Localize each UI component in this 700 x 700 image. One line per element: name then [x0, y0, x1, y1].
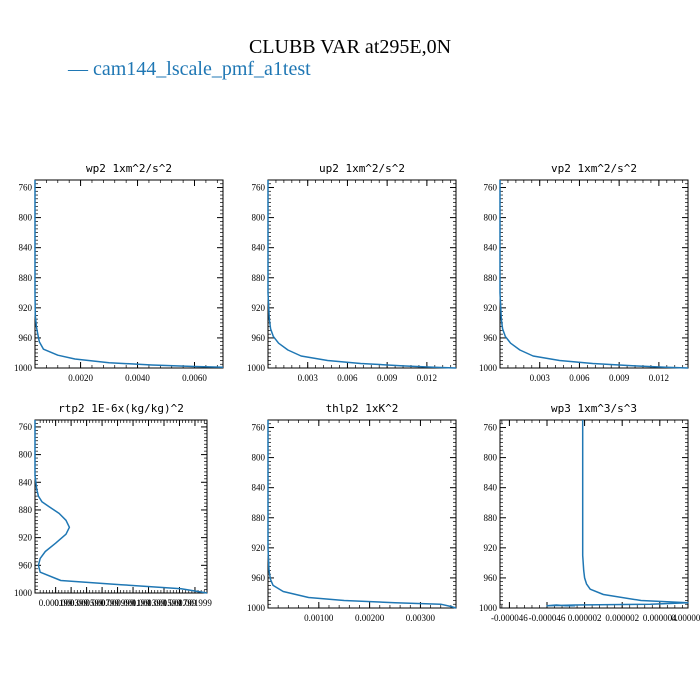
x-tick-label: 0.00200 [355, 613, 385, 623]
figure-title: CLUBB VAR at295E,0N [248, 36, 452, 58]
x-tick-label: 0.009 [377, 373, 398, 383]
y-tick-label: 920 [19, 533, 33, 543]
y-tick-label: 920 [252, 543, 266, 553]
y-tick-label: 800 [252, 453, 266, 463]
y-tick-label: 920 [484, 303, 498, 313]
y-tick-label: 960 [19, 560, 33, 570]
x-tick-label: 0.001999 [178, 598, 212, 608]
x-tick-label: 0.000599 [70, 598, 104, 608]
x-tick-label: 0.009 [609, 373, 630, 383]
series-line-1 [499, 180, 689, 369]
x-tick-label: 0.0040 [125, 373, 150, 383]
x-tick-label: 0.000004 [643, 613, 677, 623]
y-tick-label: 760 [19, 183, 33, 193]
panel-title: wp3 1xm^3/s^3 [551, 402, 637, 415]
x-tick-label: -0.000046 [491, 613, 528, 623]
x-tick-label: 0.000399 [54, 598, 88, 608]
x-tick-label: 0.0060 [182, 373, 207, 383]
y-tick-label: 960 [19, 333, 33, 343]
y-tick-label: 1000 [14, 588, 33, 598]
y-tick-label: 960 [252, 333, 266, 343]
y-tick-label: 760 [252, 423, 266, 433]
x-tick-label: 0.003 [530, 373, 551, 383]
series-line-1 [267, 180, 457, 369]
series-line-1 [34, 420, 208, 594]
y-tick-label: 840 [19, 477, 33, 487]
x-tick-label: 0.001199 [116, 598, 150, 608]
panel-2: up2 1xm^2/s^2 760 800 840 880 920 960 1000 0.003… [247, 162, 457, 383]
y-tick-label: 920 [19, 303, 33, 313]
y-tick-label: 960 [484, 333, 498, 343]
x-tick-label: 0.003 [298, 373, 319, 383]
x-tick-label: 0.000002 [568, 613, 602, 623]
y-tick-label: 1000 [479, 603, 498, 613]
y-tick-label: 880 [252, 273, 266, 283]
y-tick-label: 800 [252, 213, 266, 223]
x-tick-label: 0.001399 [132, 598, 166, 608]
series-line-1 [267, 420, 457, 609]
panel-1: wp2 1xm^2/s^2 760 800 840 880 920 960 1000 0.002… [14, 162, 224, 383]
x-tick-label: -0.000046 [529, 613, 566, 623]
y-tick-label: 840 [484, 243, 498, 253]
plot-frame [499, 179, 689, 369]
y-tick-label: 840 [484, 483, 498, 493]
x-tick-label: 0.0020 [68, 373, 93, 383]
y-tick-label: 800 [484, 453, 498, 463]
y-tick-label: 880 [19, 273, 33, 283]
y-tick-label: 760 [484, 183, 498, 193]
x-tick-label: 0.012 [417, 373, 437, 383]
y-tick-label: 960 [484, 573, 498, 583]
y-tick-label: 960 [252, 573, 266, 583]
x-tick-label: 0.00100 [304, 613, 334, 623]
plot-frame [34, 179, 224, 369]
y-tick-label: 880 [19, 505, 33, 515]
x-tick-label: 0.000799 [85, 598, 119, 608]
y-tick-label: 880 [484, 513, 498, 523]
x-tick-label: 0.001799 [163, 598, 197, 608]
panel-title: vp2 1xm^2/s^2 [551, 162, 637, 175]
y-tick-label: 760 [19, 422, 33, 432]
y-tick-label: 840 [252, 243, 266, 253]
x-tick-label: 0.000002 [605, 613, 639, 623]
x-tick-label: 0.012 [649, 373, 669, 383]
y-tick-label: 920 [484, 543, 498, 553]
plot-frame [267, 179, 457, 369]
panel-6: wp3 1xm^3/s^37608008408809209601000-0.00… [479, 402, 700, 623]
series-line-1 [546, 420, 689, 607]
y-tick-label: 920 [252, 303, 266, 313]
y-tick-label: 800 [19, 450, 33, 460]
y-tick-label: 1000 [247, 603, 266, 613]
plot-frame [499, 419, 689, 609]
y-tick-label: 800 [484, 213, 498, 223]
panel-title: rtp2 1E-6x(kg/kg)^2 [58, 402, 184, 415]
panel-title: thlp2 1xK^2 [326, 402, 399, 415]
x-tick-label: 0.006 [337, 373, 358, 383]
y-tick-label: 760 [484, 423, 498, 433]
x-tick-label: 0.006 [569, 373, 590, 383]
y-tick-label: 1000 [14, 363, 33, 373]
series-line-1 [34, 180, 224, 368]
x-tick-label: 0.000999 [101, 598, 135, 608]
panel-4: rtp2 1E-6x(kg/kg)^2 760 800 840 880 920 960 100… [14, 402, 212, 608]
legend-entry: — cam144_lscale_pmf_a1test [68, 58, 311, 80]
y-tick-label: 1000 [479, 363, 498, 373]
x-tick-label: 0.000004 [671, 613, 700, 623]
x-tick-label: 0.001599 [147, 598, 181, 608]
y-tick-label: 880 [484, 273, 498, 283]
y-tick-label: 840 [19, 243, 33, 253]
x-tick-label: 0.00300 [406, 613, 436, 623]
plot-frame [34, 419, 208, 594]
plot-frame [267, 419, 457, 609]
panel-5: thlp2 1xK^2 760 800 840 880 920 960 1000 0.00100… [247, 402, 457, 623]
x-tick-label: 0.000199 [39, 598, 73, 608]
y-tick-label: 840 [252, 483, 266, 493]
panel-3: vp2 1xm^2/s^2 760 800 840 880 920 960 1000 0.003… [479, 162, 689, 383]
y-tick-label: 800 [19, 213, 33, 223]
y-tick-label: 760 [252, 183, 266, 193]
panel-title: wp2 1xm^2/s^2 [86, 162, 172, 175]
y-tick-label: 1000 [247, 363, 266, 373]
y-tick-label: 880 [252, 513, 266, 523]
panel-title: up2 1xm^2/s^2 [319, 162, 405, 175]
